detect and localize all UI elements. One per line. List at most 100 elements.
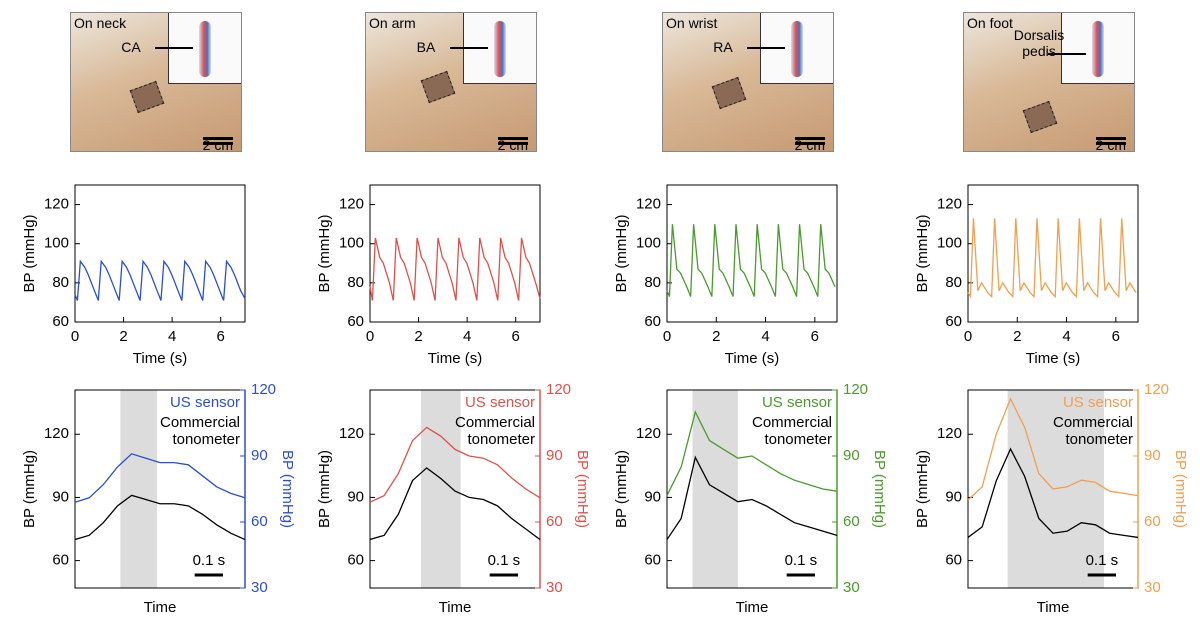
y-axis-title: BP (mmHg) — [316, 450, 333, 528]
scale-bar: 2 cm — [497, 135, 528, 151]
x-tick-label: 4 — [463, 328, 471, 345]
data-line — [666, 455, 838, 540]
y-axis-title: BP (mmHg) — [21, 450, 38, 528]
sensor-patch — [1022, 100, 1058, 134]
y-tick-label: 120 — [339, 425, 364, 442]
x-tick-label: 0 — [964, 328, 972, 345]
y-tick-label: 120 — [636, 196, 661, 213]
vessel-illustration — [494, 21, 506, 77]
x-tick-label: 6 — [512, 328, 520, 345]
y2-tick-label: 90 — [1144, 447, 1161, 464]
legend-entry: Commercial tonometer — [159, 414, 240, 448]
y-tick-label: 60 — [945, 313, 962, 330]
artery-label: CA — [121, 39, 141, 55]
x-axis-title: Time (s) — [428, 350, 482, 367]
x-axis-title: Time — [439, 599, 472, 616]
legend-box: US sensor — [1063, 394, 1133, 411]
legend-entry: Commercial tonometer — [454, 414, 535, 448]
y2-tick-label: 60 — [546, 513, 563, 530]
y2-tick-label: 120 — [843, 381, 868, 398]
x-tick-label: 4 — [1062, 328, 1070, 345]
y2-axis-title: BP (mmHg) — [871, 450, 888, 528]
data-line — [369, 467, 541, 541]
anatomy-inset — [1061, 13, 1134, 84]
y-tick-label: 90 — [644, 488, 661, 505]
y-axis-title: BP (mmHg) — [316, 214, 333, 292]
y2-axis-title: BP (mmHg) — [279, 450, 296, 528]
y2-axis-title: BP (mmHg) — [1172, 450, 1189, 528]
y-tick-label: 60 — [347, 313, 364, 330]
data-line — [967, 397, 1139, 501]
y2-tick-label: 120 — [546, 381, 571, 398]
y2-tick-label: 90 — [546, 447, 563, 464]
y-tick-label: 120 — [937, 196, 962, 213]
data-line — [369, 237, 541, 301]
data-line — [74, 494, 246, 541]
location-label: On foot — [967, 15, 1013, 31]
artery-arrow — [155, 47, 193, 49]
sensor-patch — [129, 80, 165, 114]
y-tick-label: 60 — [644, 552, 661, 569]
legend-box: US sensor — [761, 394, 832, 411]
y-axis-title: BP (mmHg) — [613, 450, 630, 528]
artery-arrow — [747, 47, 785, 49]
y2-tick-label: 90 — [843, 447, 860, 464]
scale-bar-label: 0.1 s — [193, 552, 226, 569]
photo-panel: On wrist RA 2 cm — [662, 12, 834, 152]
vessel-illustration — [1092, 21, 1104, 77]
highlight-band — [421, 390, 461, 588]
vessel-illustration — [199, 21, 211, 77]
y-tick-label: 120 — [937, 425, 962, 442]
scale-bar: 2 cm — [794, 135, 825, 151]
x-axis-title: Time — [736, 599, 769, 616]
y2-tick-label: 60 — [843, 513, 860, 530]
artery-arrow — [1048, 53, 1086, 55]
y2-tick-label: 120 — [1144, 381, 1169, 398]
y2-tick-label: 30 — [251, 579, 268, 596]
y-tick-label: 100 — [339, 235, 364, 252]
y-tick-label: 90 — [347, 488, 364, 505]
y-tick-label: 60 — [347, 552, 364, 569]
x-tick-label: 0 — [71, 328, 79, 345]
plot-frame — [666, 184, 838, 323]
scale-bar-label: 0.1 s — [1086, 552, 1119, 569]
x-tick-label: 2 — [1013, 328, 1021, 345]
scale-line — [202, 142, 233, 145]
y-axis-title: BP (mmHg) — [914, 214, 931, 292]
location-label: On wrist — [666, 15, 718, 31]
scale-bar: 2 cm — [202, 135, 233, 151]
legend-box: Commercial tonometer — [454, 414, 535, 448]
artery-arrow — [450, 47, 488, 49]
y-tick-label: 80 — [347, 274, 364, 291]
y2-tick-label: 30 — [843, 579, 860, 596]
x-axis-title: Time — [144, 599, 177, 616]
plot-frame — [74, 184, 246, 323]
y-axis-title: BP (mmHg) — [613, 214, 630, 292]
location-label: On neck — [74, 15, 127, 31]
x-tick-label: 4 — [761, 328, 769, 345]
vessel-illustration — [791, 21, 803, 77]
y2-tick-label: 120 — [251, 381, 276, 398]
y-tick-label: 80 — [52, 274, 69, 291]
y-tick-label: 60 — [52, 552, 69, 569]
x-axis-title: Time — [1037, 599, 1070, 616]
highlight-band — [120, 390, 158, 588]
y-tick-label: 90 — [52, 488, 69, 505]
y-tick-label: 60 — [945, 552, 962, 569]
x-tick-label: 4 — [168, 328, 176, 345]
x-axis-title: Time (s) — [1026, 350, 1080, 367]
x-tick-label: 2 — [712, 328, 720, 345]
plot-frame — [967, 184, 1139, 323]
artery-label: RA — [713, 39, 733, 55]
scale-line — [1095, 142, 1126, 145]
legend-entry: US sensor — [761, 394, 832, 411]
x-tick-label: 2 — [119, 328, 127, 345]
x-axis-title: Time (s) — [133, 350, 187, 367]
scale-bar-label: 0.1 s — [785, 552, 818, 569]
data-line — [369, 426, 541, 503]
y-tick-label: 120 — [44, 425, 69, 442]
data-line — [74, 259, 246, 301]
